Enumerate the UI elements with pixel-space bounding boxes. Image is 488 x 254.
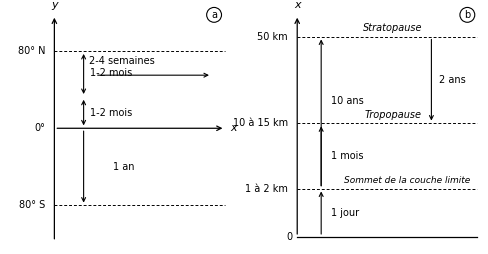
Text: 1-2 mois: 1-2 mois [90,68,132,78]
Text: 10 à 15 km: 10 à 15 km [232,118,287,129]
Text: Tropopause: Tropopause [364,110,421,120]
Text: y: y [51,0,58,10]
Text: a: a [211,10,217,20]
Text: Stratopause: Stratopause [363,23,422,33]
Text: 1 à 2 km: 1 à 2 km [244,184,287,194]
Text: 2-4 semaines: 2-4 semaines [89,56,154,66]
Text: 80° S: 80° S [19,200,45,211]
Text: 50 km: 50 km [257,31,287,42]
Text: x: x [293,0,300,10]
Text: 1 an: 1 an [113,162,134,172]
Text: 1 mois: 1 mois [330,151,363,161]
Text: 10 ans: 10 ans [330,96,363,105]
Text: b: b [463,10,469,20]
Text: 1-2 mois: 1-2 mois [90,108,132,118]
Text: 0: 0 [285,232,292,242]
Text: 80° N: 80° N [18,46,45,56]
Text: 1 jour: 1 jour [330,208,358,218]
Text: x: x [229,123,236,133]
Text: Sommet de la couche limite: Sommet de la couche limite [344,176,469,185]
Text: 2 ans: 2 ans [438,75,465,85]
Text: 0°: 0° [35,123,45,133]
